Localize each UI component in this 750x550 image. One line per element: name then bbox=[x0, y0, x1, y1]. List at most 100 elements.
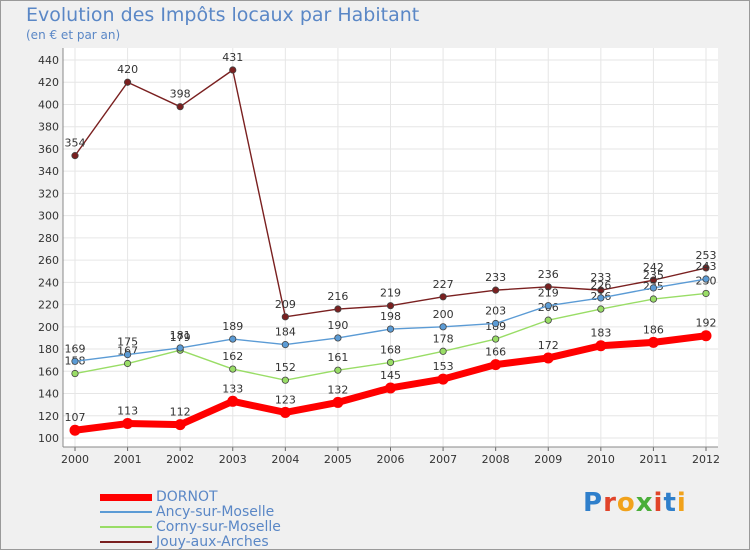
data-label: 178 bbox=[433, 332, 454, 345]
data-label: 107 bbox=[65, 411, 86, 424]
data-label: 153 bbox=[433, 360, 454, 373]
data-label: 190 bbox=[327, 319, 348, 332]
data-point bbox=[281, 341, 289, 349]
data-label: 179 bbox=[170, 331, 191, 344]
legend-label: Ancy-sur-Moselle bbox=[156, 504, 275, 520]
data-label: 123 bbox=[275, 393, 296, 406]
legend-item: Corny-sur-Moselle bbox=[100, 520, 281, 534]
data-label: 200 bbox=[433, 308, 454, 321]
y-tick-label: 100 bbox=[38, 432, 59, 445]
data-label: 203 bbox=[485, 304, 506, 317]
logo-letter: o bbox=[616, 488, 636, 518]
legend-label: DORNOT bbox=[156, 489, 218, 505]
legend-label: Jouy-aux-Arches bbox=[156, 534, 269, 550]
data-label: 172 bbox=[538, 339, 559, 352]
data-label: 145 bbox=[380, 369, 401, 382]
data-label: 175 bbox=[117, 336, 138, 349]
x-tick-label: 2007 bbox=[429, 453, 457, 466]
x-tick-label: 2004 bbox=[271, 453, 299, 466]
x-tick-label: 2009 bbox=[534, 453, 562, 466]
data-point bbox=[122, 418, 134, 430]
data-point bbox=[71, 369, 79, 378]
chart-subtitle: (en € et par an) bbox=[26, 28, 121, 42]
legend-swatch bbox=[100, 511, 152, 513]
legend-label: Corny-sur-Moselle bbox=[156, 519, 281, 535]
data-point bbox=[700, 330, 712, 342]
y-tick-label: 320 bbox=[38, 187, 59, 200]
legend-swatch bbox=[100, 541, 152, 543]
data-point bbox=[492, 335, 500, 343]
data-point bbox=[123, 78, 132, 86]
proxiti-logo: Proxiti bbox=[583, 488, 687, 518]
data-label: 219 bbox=[380, 287, 401, 300]
data-label: 219 bbox=[538, 287, 559, 300]
data-point bbox=[279, 406, 291, 418]
chart-title: Evolution des Impôts locaux par Habitant bbox=[26, 4, 420, 26]
data-point bbox=[229, 365, 237, 373]
data-point bbox=[386, 325, 395, 333]
data-label: 398 bbox=[170, 88, 191, 101]
logo-letter: t bbox=[663, 488, 677, 518]
data-point bbox=[334, 334, 342, 342]
data-point bbox=[490, 359, 502, 371]
data-label: 233 bbox=[590, 271, 611, 284]
x-tick-label: 2003 bbox=[219, 453, 247, 466]
data-point bbox=[702, 264, 710, 272]
data-label: 253 bbox=[696, 249, 717, 262]
x-tick-label: 2002 bbox=[166, 453, 194, 466]
data-point bbox=[71, 357, 79, 365]
y-tick-label: 200 bbox=[38, 321, 59, 334]
data-label: 354 bbox=[65, 137, 86, 150]
data-point bbox=[649, 276, 658, 284]
logo-letter: r bbox=[603, 488, 617, 518]
data-label: 227 bbox=[433, 278, 454, 291]
data-label: 152 bbox=[275, 361, 296, 374]
x-tick-label: 2010 bbox=[587, 453, 615, 466]
y-tick-label: 360 bbox=[38, 143, 59, 156]
data-point bbox=[649, 295, 658, 303]
data-label: 236 bbox=[538, 268, 559, 281]
data-point bbox=[597, 305, 605, 313]
data-point bbox=[439, 323, 447, 331]
data-point bbox=[69, 424, 81, 436]
data-point bbox=[229, 66, 237, 74]
data-point bbox=[439, 347, 447, 355]
data-point bbox=[123, 359, 132, 368]
y-tick-label: 280 bbox=[38, 232, 59, 245]
data-label: 112 bbox=[170, 406, 191, 419]
data-label: 189 bbox=[222, 320, 243, 333]
x-tick-label: 2000 bbox=[61, 453, 89, 466]
data-label: 183 bbox=[590, 327, 611, 340]
y-tick-label: 220 bbox=[38, 299, 59, 312]
legend-swatch bbox=[100, 493, 152, 501]
data-point bbox=[597, 286, 605, 294]
logo-letter: x bbox=[635, 488, 654, 518]
x-tick-label: 2008 bbox=[482, 453, 510, 466]
data-label: 186 bbox=[643, 323, 664, 336]
data-point bbox=[281, 376, 289, 384]
y-tick-label: 260 bbox=[38, 254, 59, 267]
data-point bbox=[544, 302, 552, 310]
data-point bbox=[174, 419, 186, 431]
data-label: 169 bbox=[65, 342, 86, 355]
data-point bbox=[492, 319, 500, 328]
data-point bbox=[544, 316, 552, 324]
data-point bbox=[176, 103, 184, 111]
data-point bbox=[332, 396, 344, 408]
data-label: 242 bbox=[643, 261, 664, 274]
data-label: 162 bbox=[222, 350, 243, 363]
data-point bbox=[702, 289, 710, 298]
data-label: 431 bbox=[222, 51, 243, 64]
data-point bbox=[437, 373, 449, 385]
data-label: 420 bbox=[117, 63, 138, 76]
data-point bbox=[492, 286, 500, 294]
y-tick-label: 440 bbox=[38, 54, 59, 67]
data-label: 184 bbox=[275, 326, 296, 339]
data-point bbox=[386, 302, 395, 310]
data-label: 133 bbox=[222, 382, 243, 395]
y-tick-label: 300 bbox=[38, 210, 59, 223]
data-point bbox=[176, 344, 184, 352]
data-point bbox=[542, 352, 554, 364]
data-point bbox=[281, 313, 289, 321]
